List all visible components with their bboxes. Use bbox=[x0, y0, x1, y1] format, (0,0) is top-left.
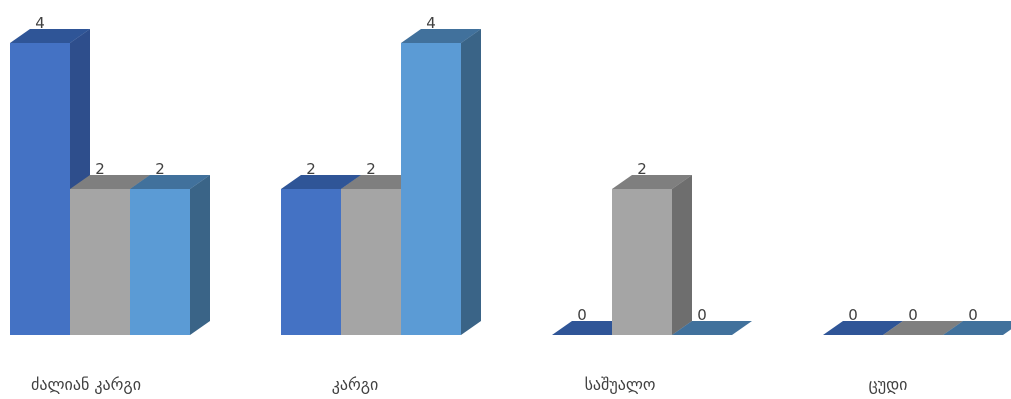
category-label: საშუალო bbox=[585, 375, 656, 394]
bar bbox=[883, 321, 963, 335]
bar-top bbox=[10, 29, 90, 43]
bar-top bbox=[943, 321, 1011, 335]
bar-front bbox=[341, 189, 401, 335]
bar-front bbox=[10, 43, 70, 335]
bar-top bbox=[130, 175, 210, 189]
bar-top bbox=[883, 321, 963, 335]
bar-top bbox=[672, 321, 752, 335]
bar-top bbox=[70, 175, 150, 189]
bar bbox=[612, 175, 692, 335]
category-label: ცუდი bbox=[869, 375, 908, 394]
data-label: 0 bbox=[577, 306, 587, 324]
category-label: კარგი bbox=[332, 375, 379, 394]
bars-layer bbox=[10, 29, 1011, 335]
bar-side bbox=[461, 29, 481, 335]
bar bbox=[823, 321, 903, 335]
data-label: 2 bbox=[306, 160, 316, 178]
bar-top bbox=[401, 29, 481, 43]
bar-top bbox=[612, 175, 692, 189]
data-label: 4 bbox=[426, 14, 436, 32]
category-label: ძალიან კარგი bbox=[31, 375, 141, 394]
bar-top bbox=[281, 175, 361, 189]
bar-top bbox=[823, 321, 903, 335]
bar-front bbox=[401, 43, 461, 335]
data-label: 0 bbox=[968, 306, 978, 324]
bar-side bbox=[672, 175, 692, 335]
data-label: 2 bbox=[95, 160, 105, 178]
bar-side bbox=[190, 175, 210, 335]
bar-front bbox=[70, 189, 130, 335]
bar-front bbox=[612, 189, 672, 335]
data-labels-layer: 4 2 2 2 2 4 0 2 0 0 0 0 bbox=[35, 14, 978, 324]
category-labels-layer: ძალიან კარგი კარგი საშუალო ცუდი bbox=[31, 375, 907, 394]
data-label: 0 bbox=[848, 306, 858, 324]
data-label: 2 bbox=[637, 160, 647, 178]
bar bbox=[130, 175, 210, 335]
data-label: 4 bbox=[35, 14, 45, 32]
data-label: 0 bbox=[697, 306, 707, 324]
bar bbox=[672, 321, 752, 335]
data-label: 0 bbox=[908, 306, 918, 324]
bar bbox=[401, 29, 481, 335]
bar-front bbox=[281, 189, 341, 335]
data-label: 2 bbox=[155, 160, 165, 178]
bar bbox=[943, 321, 1011, 335]
data-label: 2 bbox=[366, 160, 376, 178]
bar-front bbox=[130, 189, 190, 335]
